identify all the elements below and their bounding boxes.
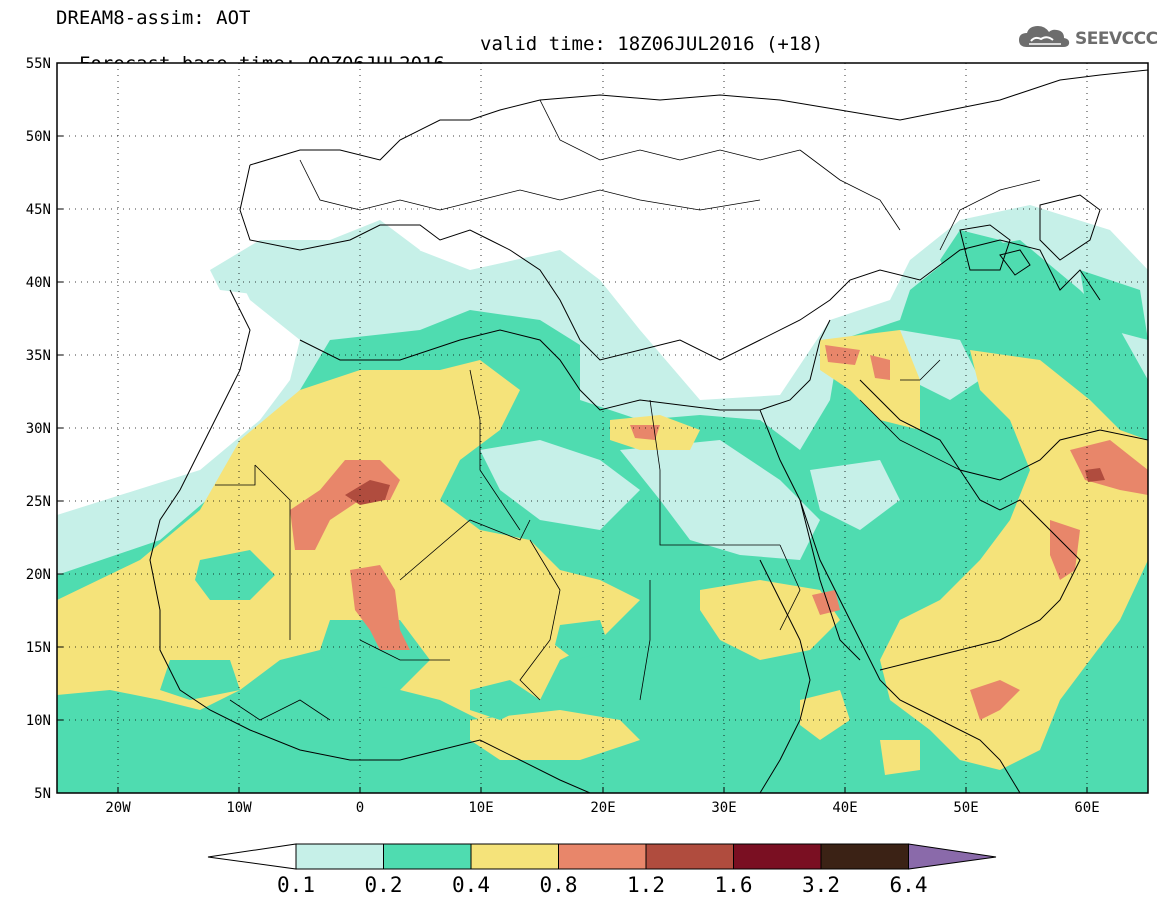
colorbar-segment [820,843,909,870]
colorbar [207,843,997,870]
lat-label: 30N [26,421,51,437]
colorbar-label: 3.2 [802,873,840,897]
colorbar-segment [470,843,559,870]
latitude-labels: 55N 50N 45N 40N 35N 30N 25N 20N 15N 10N … [26,56,51,802]
lat-label: 25N [26,494,51,510]
lon-label: 50E [953,800,978,816]
colorbar-segment [295,843,384,870]
colorbar-label: 0.2 [365,873,403,897]
country-borders [215,99,1041,721]
aot-level-1.2 [345,468,1105,505]
lat-label: 50N [26,129,51,145]
lon-label: 10W [226,800,252,816]
colorbar-labels: 0.1 0.2 0.4 0.8 1.2 1.6 3.2 6.4 [277,873,927,897]
lat-label: 10N [26,713,51,729]
lon-label: 40E [832,800,857,816]
valid-time: valid time: 18Z06JUL2016 (+18) [480,33,824,55]
aot-level-0.1-patches [480,330,980,560]
lon-label: 10E [468,800,493,816]
lat-label: 15N [26,640,51,656]
colorbar-label: 1.2 [627,873,665,897]
lat-label: 20N [26,567,51,583]
lon-label: 20E [590,800,615,816]
colorbar-label: 1.6 [715,873,753,897]
logo-text: SEEVCCC [1075,29,1158,49]
cloud-icon [1017,23,1071,55]
lon-label: 0 [356,800,364,816]
lat-label: 40N [26,275,51,291]
lat-label: 5N [34,786,51,802]
colorbar-segment [558,843,647,870]
title-line-1: DREAM8-assim: AOT [56,7,251,29]
lon-label: 60E [1074,800,1099,816]
aot-field [57,63,1148,793]
colorbar-label: 0.4 [452,873,490,897]
colorbar-label: 0.8 [540,873,578,897]
lat-label: 35N [26,348,51,364]
coastlines [149,69,1148,793]
colorbar-upper-arrow [908,843,997,870]
colorbar-segment [383,843,472,870]
lon-label: 30E [711,800,736,816]
colorbar-label: 0.1 [277,873,315,897]
colorbar-segment [645,843,734,870]
axis-ticks [57,62,1088,793]
lon-label: 20W [105,800,131,816]
longitude-labels: 20W 10W 0 10E 20E 30E 40E 50E 60E [105,800,1099,816]
lat-label: 45N [26,202,51,218]
colorbar-lower-arrow [207,843,297,870]
colorbar-segment [733,843,822,870]
lat-label: 55N [26,56,51,72]
seevccc-logo: SEEVCCC [1017,22,1158,56]
colorbar-label: 6.4 [890,873,928,897]
